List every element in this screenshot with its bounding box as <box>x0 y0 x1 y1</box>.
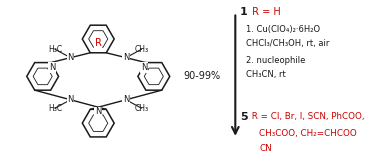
Text: CH₃CN, rt: CH₃CN, rt <box>246 70 286 79</box>
Text: CH₃: CH₃ <box>135 45 149 54</box>
Text: CH₃: CH₃ <box>135 104 149 113</box>
Text: N: N <box>95 107 101 117</box>
Text: 1. Cu(ClO₄)₂·6H₂O: 1. Cu(ClO₄)₂·6H₂O <box>246 25 321 34</box>
Text: 90-99%: 90-99% <box>183 71 220 81</box>
Text: N: N <box>49 63 56 72</box>
Text: R: R <box>95 38 102 48</box>
Text: 2. nucleophile: 2. nucleophile <box>246 56 306 65</box>
Text: H₃C: H₃C <box>48 45 62 54</box>
Text: H₃C: H₃C <box>48 104 62 113</box>
Text: 1: 1 <box>240 7 248 17</box>
Text: CN: CN <box>259 144 272 153</box>
Text: CH₃COO, CH₂=CHCOO: CH₃COO, CH₂=CHCOO <box>259 129 357 138</box>
Text: N: N <box>123 53 129 62</box>
Text: N: N <box>67 53 74 62</box>
Text: N: N <box>123 95 129 104</box>
Text: R = H: R = H <box>249 7 281 17</box>
Text: 5: 5 <box>240 112 248 122</box>
Text: R = Cl, Br, I, SCN, PhCOO,: R = Cl, Br, I, SCN, PhCOO, <box>249 112 365 121</box>
Text: N: N <box>67 95 74 104</box>
Text: CHCl₃/CH₃OH, rt, air: CHCl₃/CH₃OH, rt, air <box>246 39 330 48</box>
Text: N: N <box>141 63 147 72</box>
